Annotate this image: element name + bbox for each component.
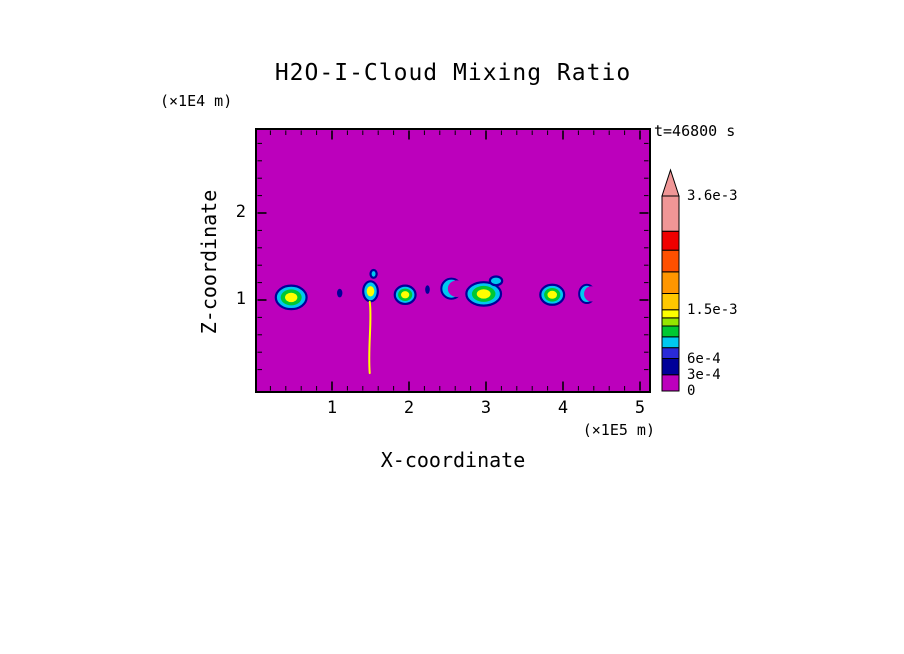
colorbar-tick-label: 3.6e-3 xyxy=(687,188,738,204)
x-tick-label: 3 xyxy=(480,398,492,418)
x-axis-unit-label: (×1E5 m) xyxy=(582,421,655,439)
chart-title: H2O-I-Cloud Mixing Ratio xyxy=(274,60,632,86)
colorbar xyxy=(661,168,680,392)
x-axis-title: X-coordinate xyxy=(380,448,526,472)
colorbar-tick-label: 1.5e-3 xyxy=(687,301,738,318)
colorbar-labels: 3.6e-3 1.5e-3 6e-4 3e-4 0 xyxy=(687,168,767,408)
colorbar-tick-label: 6e-4 xyxy=(687,350,721,367)
colorbar-tick-label: 3e-4 xyxy=(687,366,721,383)
y-tick-label: 1 xyxy=(235,289,246,309)
y-axis-unit-label: (×1E4 m) xyxy=(160,92,233,110)
x-tick-label: 1 xyxy=(326,398,338,418)
time-annotation: t=46800 s xyxy=(654,122,736,140)
y-axis-title: Z-coordinate xyxy=(197,189,221,335)
x-tick-label: 5 xyxy=(634,398,646,418)
y-tick-label: 2 xyxy=(235,202,246,222)
heatmap-plot xyxy=(255,128,651,393)
x-tick-label: 4 xyxy=(557,398,569,418)
colorbar-tick-label: 0 xyxy=(687,383,696,399)
x-tick-label: 2 xyxy=(403,398,415,418)
